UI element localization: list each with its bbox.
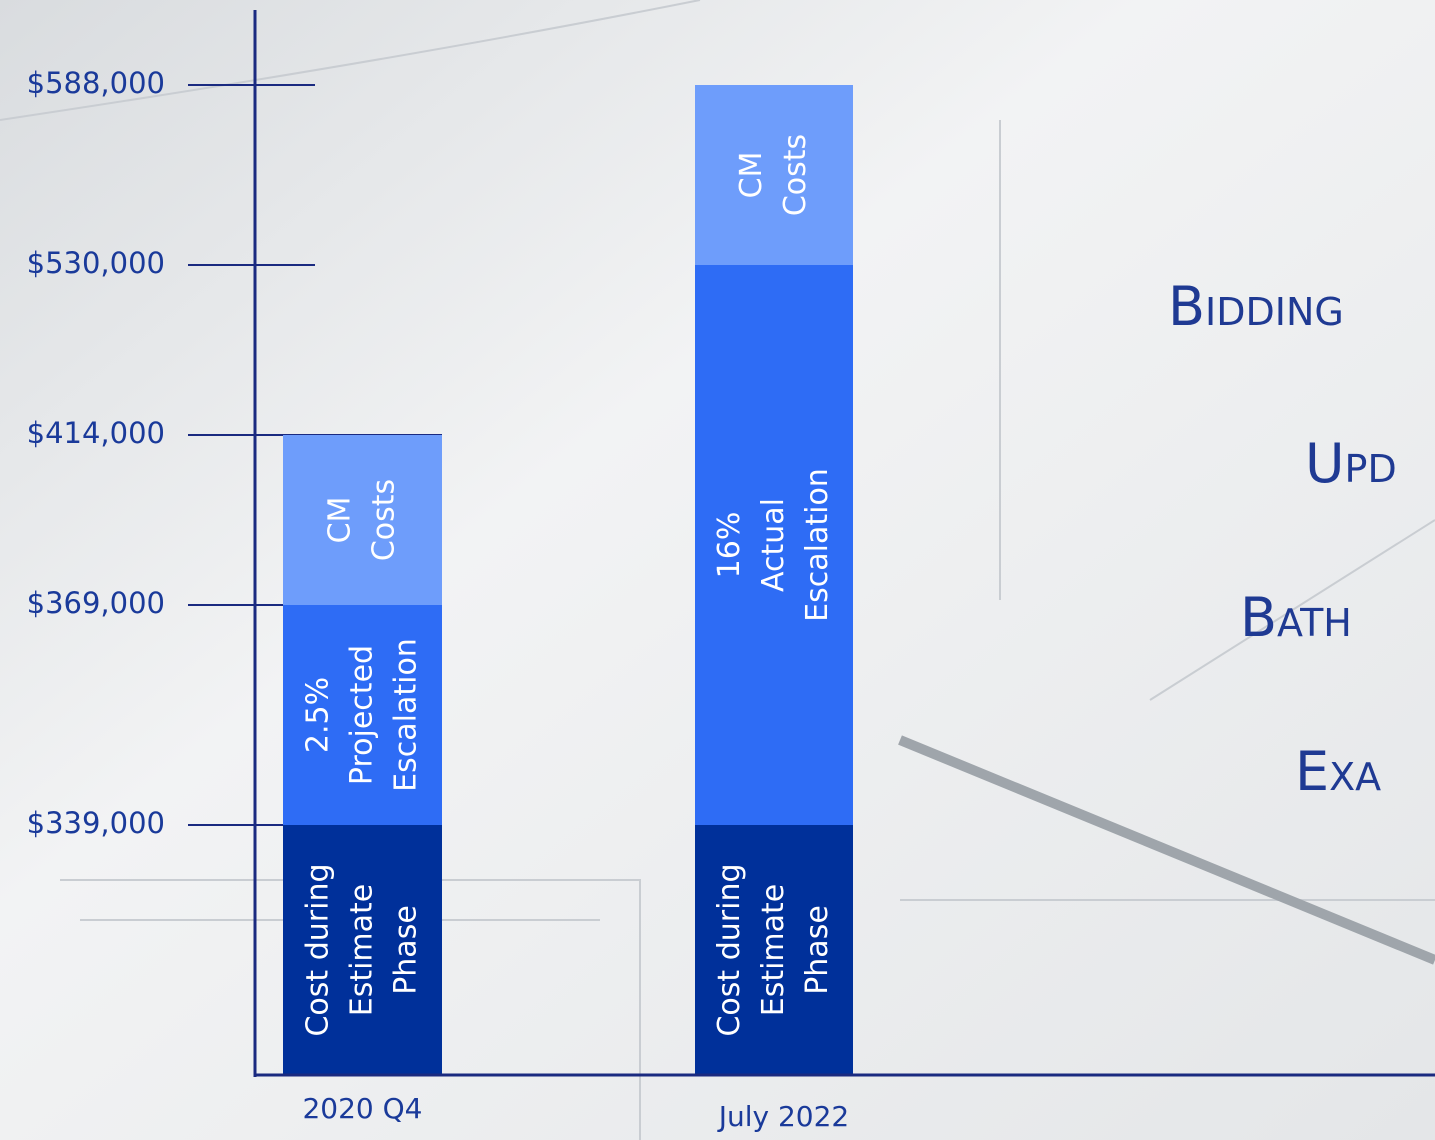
bar-segment [695, 265, 853, 825]
segment-label: Cost during Estimate Phase [300, 863, 423, 1036]
segment-label-line: Costs [778, 134, 813, 216]
segment-label-line: Phase [800, 905, 835, 995]
segment-label: 16% Actual Escalation [712, 468, 835, 622]
title-line: Upd [1305, 432, 1397, 495]
y-tick-label: $369,000 [27, 586, 165, 620]
bar-segment [283, 605, 442, 825]
bar-segment [695, 85, 853, 265]
y-tick-label: $588,000 [27, 66, 165, 100]
x-tick-label: July 2022 [717, 1100, 850, 1133]
segment-label-line: Estimate [344, 884, 379, 1017]
segment-label-line: Actual [756, 498, 791, 592]
segment-label-line: CM [322, 497, 357, 544]
x-tick-label: 2020 Q4 [302, 1092, 422, 1125]
segment-label-line: Estimate [756, 884, 791, 1017]
segment-label-line: Costs [366, 479, 401, 561]
segment-label: 2.5% Projected Escalation [300, 638, 423, 792]
segment-label-line: Phase [388, 905, 423, 995]
segment-label-line: Escalation [800, 468, 835, 622]
segment-label-line: CM [734, 152, 769, 199]
segment-label-line: Cost during [300, 863, 335, 1036]
segment-label-line: 2.5% [300, 677, 335, 753]
y-tick-label: $414,000 [27, 416, 165, 450]
y-tick-label: $530,000 [27, 246, 165, 280]
segment-label-line: Escalation [388, 638, 423, 792]
title-block: Bidding Upd Bath Exa $339,000 $369,000 $41… [27, 66, 1397, 1133]
bar-segment [283, 435, 442, 605]
title-line: Bath [1240, 586, 1352, 649]
segment-label: CM Costs [734, 134, 813, 216]
segment-label-line: Projected [344, 645, 379, 785]
segment-label: CM Costs [322, 479, 401, 561]
y-tick-label: $339,000 [27, 806, 165, 840]
title-line: Exa [1295, 740, 1381, 803]
segment-label-line: 16% [712, 512, 747, 579]
bar-segment [283, 825, 442, 1075]
title-line: Bidding [1168, 275, 1344, 338]
segment-label: Cost during Estimate Phase [712, 863, 835, 1036]
bar-segment [695, 825, 853, 1075]
segment-label-line: Cost during [712, 863, 747, 1036]
